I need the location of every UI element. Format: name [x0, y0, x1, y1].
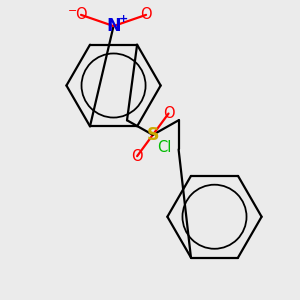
Text: O: O	[140, 7, 152, 22]
Text: N: N	[106, 17, 121, 35]
Text: +: +	[119, 14, 128, 24]
Text: −: −	[68, 7, 77, 16]
Text: S: S	[147, 126, 159, 144]
Text: O: O	[163, 106, 174, 121]
Text: Cl: Cl	[158, 140, 172, 155]
Text: O: O	[131, 149, 143, 164]
Text: O: O	[75, 7, 87, 22]
